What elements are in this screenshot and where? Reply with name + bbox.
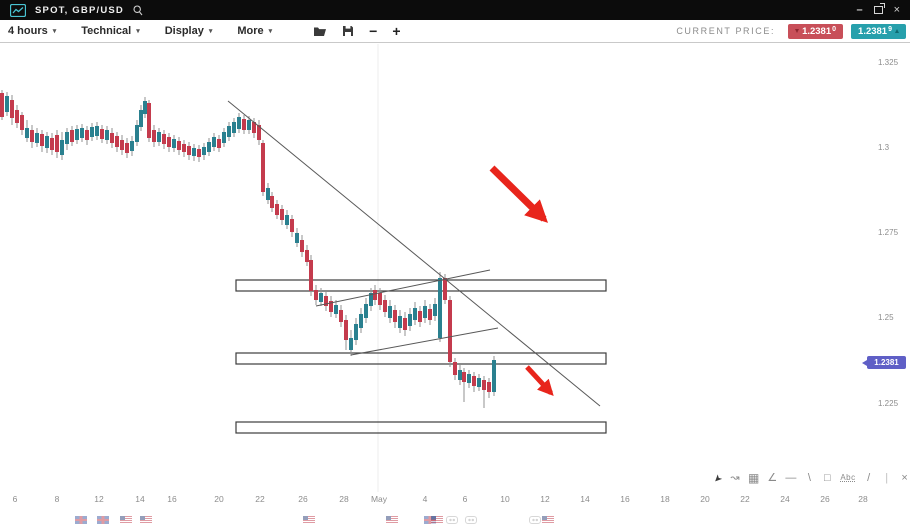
chevron-down-icon: ▾ bbox=[208, 28, 213, 35]
x-axis-label: 22 bbox=[740, 494, 750, 504]
text-tool-icon[interactable]: Abc bbox=[840, 473, 856, 482]
x-axis-label: May bbox=[370, 494, 388, 504]
current-price-tag: 1.2381 bbox=[862, 356, 906, 369]
x-axis-label: 10 bbox=[500, 494, 510, 504]
popout-button[interactable] bbox=[873, 3, 885, 14]
rectangle-tool-icon[interactable]: □ bbox=[824, 472, 831, 484]
window-title: SPOT, GBP/USD bbox=[35, 4, 124, 16]
close-button[interactable]: × bbox=[893, 3, 900, 16]
ask-price-badge: 1.2381 9 bbox=[851, 23, 906, 39]
display-label: Display bbox=[164, 25, 204, 37]
event-flag-us-icon[interactable] bbox=[386, 516, 398, 524]
event-flag-us-icon[interactable] bbox=[542, 516, 554, 524]
trend-line-tool-icon[interactable]: \ bbox=[807, 472, 811, 484]
event-badge-icon[interactable] bbox=[446, 516, 458, 524]
event-flag-us-icon[interactable] bbox=[140, 516, 152, 524]
event-flag-us-icon[interactable] bbox=[303, 516, 315, 524]
timeframe-dropdown[interactable]: 4 hours ▾ bbox=[8, 25, 56, 37]
ask-value: 1.2381 bbox=[858, 25, 888, 37]
chevron-down-icon: ▾ bbox=[268, 28, 273, 35]
up-tick-icon bbox=[895, 29, 899, 33]
x-axis-label: 18 bbox=[660, 494, 670, 504]
event-badge-icon[interactable] bbox=[465, 516, 477, 524]
x-axis-label: 20 bbox=[214, 494, 224, 504]
x-axis-label: 26 bbox=[820, 494, 830, 504]
event-badge-icon[interactable] bbox=[529, 516, 541, 524]
x-axis-label: 26 bbox=[298, 494, 308, 504]
y-axis-label: 1.25 bbox=[878, 313, 894, 322]
drawing-toolbar: ➤ ↝ ▦ ∠ — \ □ Abc / | × bbox=[710, 471, 910, 486]
event-flag-gb-icon[interactable] bbox=[97, 516, 109, 524]
search-icon[interactable] bbox=[133, 4, 143, 16]
x-axis-label: 8 bbox=[54, 494, 60, 504]
x-axis-label: 16 bbox=[620, 494, 630, 504]
bid-price-badge: 1.2381 0 bbox=[788, 23, 844, 39]
current-price-label: CURRENT PRICE: bbox=[676, 26, 776, 36]
x-axis-label: 6 bbox=[462, 494, 468, 504]
technical-label: Technical bbox=[81, 25, 132, 37]
x-axis-label: 28 bbox=[858, 494, 868, 504]
x-axis-label: 4 bbox=[422, 494, 428, 504]
y-axis-label: 1.225 bbox=[878, 399, 899, 408]
chevron-down-icon: ▾ bbox=[136, 28, 140, 35]
timeframe-label: 4 hours bbox=[8, 25, 48, 37]
x-axis-label: 16 bbox=[167, 494, 177, 504]
horizontal-line-tool-icon[interactable]: — bbox=[785, 472, 797, 484]
zoom-out-button[interactable]: − bbox=[369, 23, 378, 39]
ray-tool-icon[interactable]: / bbox=[867, 472, 871, 484]
x-axis-label: 24 bbox=[780, 494, 790, 504]
x-axis-label: 6 bbox=[12, 494, 18, 504]
window-controls: – × bbox=[856, 3, 900, 16]
separator: | bbox=[885, 472, 889, 484]
x-axis-label: 20 bbox=[700, 494, 710, 504]
save-icon[interactable] bbox=[342, 25, 354, 37]
app-logo-icon bbox=[10, 3, 26, 17]
minimize-button[interactable]: – bbox=[856, 3, 863, 16]
wave-tool-icon[interactable]: ↝ bbox=[730, 472, 740, 484]
technical-dropdown[interactable]: Technical ▾ bbox=[81, 25, 139, 37]
zoom-in-button[interactable]: + bbox=[392, 23, 401, 39]
display-dropdown[interactable]: Display ▾ bbox=[165, 25, 213, 37]
y-axis-label: 1.325 bbox=[878, 58, 899, 67]
down-tick-icon bbox=[795, 29, 800, 33]
close-tools-icon[interactable]: × bbox=[901, 472, 908, 484]
x-axis-label: 12 bbox=[540, 494, 550, 504]
cursor-icon[interactable]: ➤ bbox=[710, 471, 725, 486]
event-flag-us-icon[interactable] bbox=[431, 516, 443, 524]
x-axis-label: 12 bbox=[94, 494, 104, 504]
x-axis-label: 14 bbox=[580, 494, 590, 504]
more-label: More bbox=[237, 25, 264, 37]
x-axis-label: 22 bbox=[255, 494, 265, 504]
main-toolbar: 4 hours ▾ Technical ▾ Display ▾ More ▾ bbox=[0, 20, 910, 43]
open-folder-icon[interactable] bbox=[313, 26, 327, 37]
fan-lines-icon[interactable]: ∠ bbox=[767, 472, 778, 484]
x-axis-label: 28 bbox=[339, 494, 349, 504]
x-axis-label: 14 bbox=[135, 494, 145, 504]
chevron-down-icon: ▾ bbox=[52, 28, 57, 35]
grid-tool-icon[interactable]: ▦ bbox=[748, 471, 760, 485]
event-flag-us-icon[interactable] bbox=[120, 516, 132, 524]
event-flag-gb-icon[interactable] bbox=[424, 516, 436, 524]
event-flag-gb-icon[interactable] bbox=[75, 516, 87, 524]
more-dropdown[interactable]: More ▾ bbox=[237, 25, 272, 37]
y-axis-label: 1.275 bbox=[878, 228, 899, 237]
title-bar: SPOT, GBP/USD – × bbox=[0, 0, 910, 20]
y-axis-label: 1.3 bbox=[878, 143, 890, 152]
bid-value: 1.2381 bbox=[802, 25, 832, 37]
